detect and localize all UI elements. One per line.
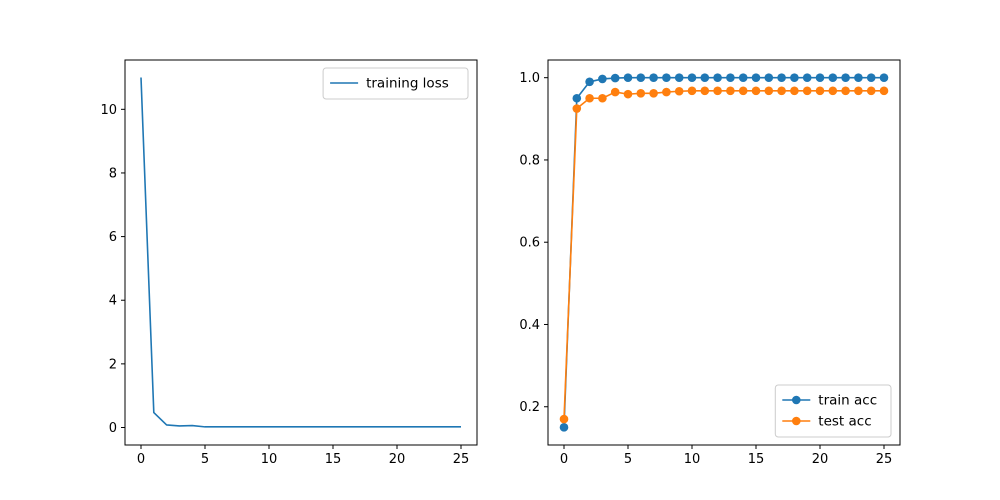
acc-data-point xyxy=(738,86,748,96)
acc-data-point xyxy=(662,73,671,82)
loss-plot-frame xyxy=(124,59,478,446)
loss-x-tick-label: 0 xyxy=(137,452,145,467)
acc-data-point xyxy=(841,86,850,96)
acc-data-point xyxy=(841,73,850,82)
acc-data-point xyxy=(559,414,569,424)
loss-x-tick-label: 25 xyxy=(453,452,470,467)
acc-data-point xyxy=(815,73,825,82)
acc-x-tick-label: 15 xyxy=(748,452,765,467)
acc-x-tick-label: 0 xyxy=(560,452,568,467)
acc-data-point xyxy=(790,86,799,96)
loss-x-tick-label: 20 xyxy=(389,452,406,467)
acc-data-point xyxy=(828,86,838,96)
acc-data-point xyxy=(623,89,633,99)
acc-y-tick-label: 0.8 xyxy=(519,153,540,168)
acc-data-point xyxy=(572,93,582,103)
acc-data-point xyxy=(700,73,710,82)
acc-data-point xyxy=(751,86,761,96)
acc-data-point xyxy=(610,73,620,83)
acc-legend-label: train acc xyxy=(818,393,877,409)
acc-data-point xyxy=(879,73,889,82)
acc-data-point xyxy=(738,73,748,82)
acc-data-point xyxy=(674,73,684,82)
acc-data-point xyxy=(777,86,786,96)
acc-data-point xyxy=(726,73,735,82)
acc-data-point xyxy=(649,73,658,82)
acc-data-point xyxy=(649,89,658,98)
loss-y-tick-label: 2 xyxy=(109,357,117,372)
acc-data-point xyxy=(585,93,594,103)
acc-legend-marker-swatch xyxy=(792,395,801,405)
acc-data-point xyxy=(585,77,594,87)
acc-data-point xyxy=(687,73,697,82)
acc-data-point xyxy=(636,73,646,82)
acc-data-point xyxy=(598,74,607,84)
acc-legend: train acc test acc xyxy=(774,384,892,438)
acc-y-tick-label: 0.2 xyxy=(519,400,540,415)
acc-data-point xyxy=(802,86,812,96)
acc-data-point xyxy=(636,89,646,98)
acc-x-tick-label: 10 xyxy=(684,452,701,467)
acc-data-point xyxy=(777,73,786,82)
acc-data-point xyxy=(866,86,876,96)
loss-y-tick-label: 6 xyxy=(109,230,117,245)
acc-y-tick-label: 1.0 xyxy=(519,71,540,86)
accuracy-chart-panel: 0 5 10 15 20 25 0.2 0.4 0.6 0.8 1.0 train acc test a… xyxy=(519,59,901,467)
acc-data-point xyxy=(854,73,863,82)
acc-data-point xyxy=(610,87,620,97)
loss-series-training-loss xyxy=(140,77,461,428)
acc-plot-frame xyxy=(547,59,901,446)
loss-x-tick-label: 10 xyxy=(261,452,278,467)
acc-data-point xyxy=(713,73,722,82)
loss-series-line xyxy=(140,77,461,428)
acc-data-point xyxy=(726,86,735,96)
acc-data-point xyxy=(623,73,633,82)
loss-x-tick-label: 5 xyxy=(201,452,209,467)
acc-x-tick-label: 20 xyxy=(812,452,829,467)
acc-data-point xyxy=(572,104,582,113)
acc-x-tick-label: 25 xyxy=(876,452,893,467)
acc-data-point xyxy=(687,86,697,96)
acc-series-test-acc xyxy=(559,86,889,424)
acc-legend-box xyxy=(774,384,892,438)
acc-series-train-acc xyxy=(559,73,889,432)
acc-data-point xyxy=(854,86,863,96)
loss-legend: training loss xyxy=(322,67,469,100)
acc-data-point xyxy=(559,423,569,432)
loss-y-tick-label: 4 xyxy=(109,294,117,309)
loss-y-tick-label: 0 xyxy=(109,421,117,436)
acc-legend-label: test acc xyxy=(818,414,871,430)
acc-data-point xyxy=(828,73,838,82)
acc-data-point xyxy=(598,93,607,103)
acc-data-point xyxy=(879,86,889,96)
acc-data-point xyxy=(713,86,722,96)
acc-data-point xyxy=(662,87,671,97)
loss-y-tick-label: 10 xyxy=(100,103,117,118)
acc-data-point xyxy=(764,86,774,96)
loss-x-tick-label: 15 xyxy=(325,452,342,467)
acc-data-point xyxy=(790,73,799,82)
loss-y-tick-label: 8 xyxy=(109,166,117,181)
acc-legend-marker-swatch xyxy=(792,416,801,426)
loss-legend-label: training loss xyxy=(366,76,449,92)
acc-y-tick-label: 0.4 xyxy=(519,318,540,333)
loss-legend-box xyxy=(322,67,469,100)
loss-chart-panel: 0 5 10 15 20 25 0 2 4 6 8 10 training loss xyxy=(100,59,478,467)
acc-data-point xyxy=(802,73,812,82)
acc-data-point xyxy=(700,86,710,96)
acc-x-tick-label: 5 xyxy=(624,452,632,467)
acc-data-point xyxy=(751,73,761,82)
acc-data-point xyxy=(764,73,774,82)
acc-y-tick-label: 0.6 xyxy=(519,236,540,251)
acc-data-point xyxy=(866,73,876,82)
acc-data-point xyxy=(815,86,825,96)
acc-data-point xyxy=(674,86,684,96)
